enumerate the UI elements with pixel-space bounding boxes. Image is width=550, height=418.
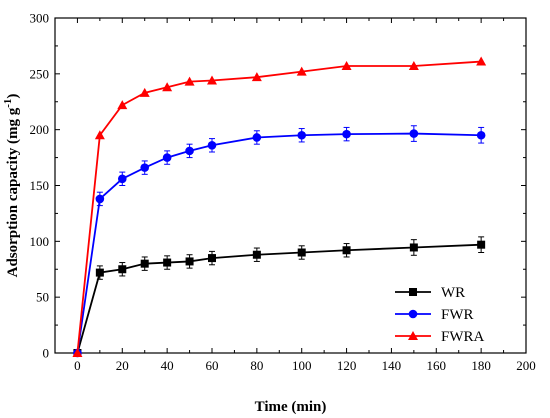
data-point: [297, 130, 307, 140]
series-fwra: [72, 56, 487, 357]
y-tick-label: 200: [30, 122, 50, 137]
data-point: [163, 258, 172, 267]
y-axis-title-close: ): [5, 94, 21, 99]
series-line: [76, 60, 482, 354]
data-point: [207, 141, 217, 150]
legend-item-wr: WR: [395, 285, 465, 301]
x-tick-label: 200: [516, 358, 536, 373]
plot-border: [54, 17, 527, 354]
data-point: [408, 61, 419, 71]
data-point: [139, 87, 150, 97]
legend-marker: [408, 309, 418, 319]
data-point: [252, 250, 261, 259]
data-point: [162, 153, 172, 162]
y-tick-label: 50: [36, 290, 49, 305]
data-point: [297, 248, 306, 257]
y-axis-title-main: Adsorption capacity (mg g: [5, 107, 21, 277]
legend-label: FWRA: [441, 329, 485, 345]
data-point: [342, 246, 351, 255]
legend: WR FWR FWRA: [395, 285, 485, 345]
data-point: [208, 254, 216, 263]
series-layer: [72, 56, 487, 358]
data-point: [184, 76, 195, 86]
y-axis-title-superscript: -1: [2, 99, 14, 108]
x-tick-label: 120: [337, 358, 357, 373]
x-axis-title: Time (min): [255, 399, 327, 415]
x-tick-label: 160: [427, 358, 447, 373]
plot-frame: [54, 17, 527, 354]
legend-label: WR: [441, 285, 465, 301]
x-tick-label: 80: [250, 358, 263, 373]
y-axis-title: Adsorption capacity (mg g-1): [2, 94, 21, 278]
data-point: [117, 174, 127, 184]
data-point: [476, 130, 486, 140]
data-point: [296, 66, 307, 76]
x-tick-label: 180: [471, 358, 491, 373]
y-axis-ticks: 0 50 100 150 200 250 300: [30, 11, 526, 361]
x-tick-label: 60: [206, 358, 219, 373]
data-point: [95, 268, 104, 277]
data-point: [140, 163, 150, 172]
x-tick-label: 100: [292, 358, 312, 373]
x-tick-label: 20: [116, 358, 129, 373]
data-point: [207, 75, 217, 85]
data-point: [185, 146, 194, 156]
y-tick-label: 0: [43, 346, 50, 361]
x-tick-label: 0: [74, 358, 81, 373]
data-point: [409, 129, 419, 138]
data-point: [185, 257, 194, 266]
data-point: [94, 130, 105, 140]
data-point: [341, 61, 352, 71]
data-point: [251, 72, 262, 82]
data-point: [72, 348, 83, 357]
data-point: [95, 194, 105, 204]
legend-item-fwra: FWRA: [395, 329, 485, 345]
x-axis-ticks: 0 20 40 60 80 100 120 140 160 180 200: [74, 18, 536, 373]
data-point: [118, 265, 127, 274]
series-wr: [73, 236, 486, 357]
x-tick-label: 140: [382, 358, 402, 373]
data-point: [476, 56, 487, 66]
legend-marker: [408, 331, 418, 340]
data-point: [140, 259, 149, 268]
x-tick-label: 40: [161, 358, 174, 373]
data-point: [477, 240, 486, 249]
series-line: [76, 132, 482, 354]
data-point: [117, 100, 128, 110]
y-tick-label: 250: [30, 66, 50, 81]
data-point: [342, 129, 351, 139]
data-point: [252, 133, 262, 142]
legend-marker: [409, 288, 417, 296]
y-tick-label: 300: [30, 11, 50, 26]
data-point: [409, 243, 418, 252]
legend-item-fwr: FWR: [395, 307, 474, 323]
legend-label: FWR: [441, 307, 474, 323]
y-tick-label: 100: [30, 234, 50, 249]
data-point: [162, 82, 173, 92]
y-tick-label: 150: [30, 178, 50, 193]
series-fwr: [73, 125, 486, 358]
